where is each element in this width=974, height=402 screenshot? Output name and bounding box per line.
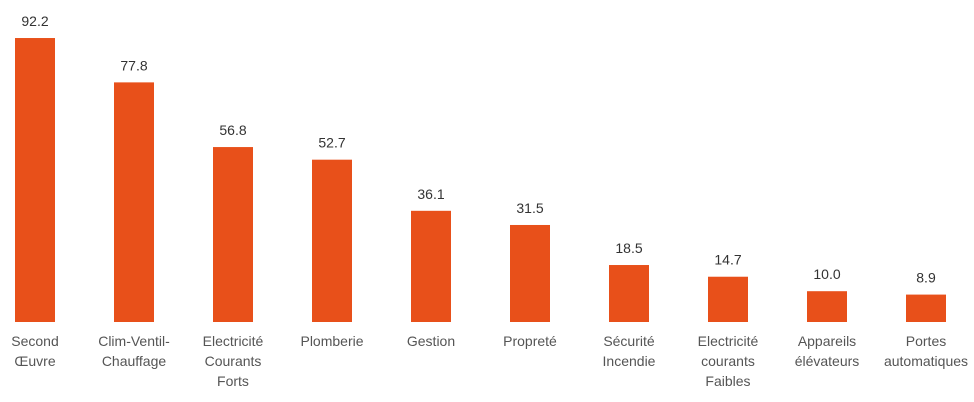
x-tick-label: Appareils élévateurs: [794, 333, 860, 369]
value-label: 8.9: [916, 270, 936, 286]
x-tick-label: Portes automatiques: [883, 333, 969, 369]
value-label: 31.5: [516, 200, 543, 216]
bar: [411, 210, 451, 322]
x-tick-label: Clim-Ventil-Chauffage: [98, 333, 170, 369]
bar: [510, 224, 550, 322]
x-tick-label: Gestion: [406, 333, 456, 349]
value-label: 56.8: [219, 122, 246, 138]
x-tick-label: Propreté: [503, 333, 557, 349]
x-tick-label: Electricité courants Faibles: [697, 333, 759, 389]
x-tick-label: Second Œuvre: [11, 333, 59, 369]
value-label: 10.0: [813, 266, 840, 282]
bar: [15, 38, 55, 323]
x-tick-label: Sécurité Incendie: [602, 333, 656, 369]
value-label: 77.8: [120, 57, 147, 73]
bar: [609, 265, 649, 322]
bar: [114, 82, 154, 322]
bar: [807, 291, 847, 322]
value-label: 92.2: [21, 13, 48, 29]
value-label: 18.5: [615, 240, 642, 256]
value-label: 52.7: [318, 135, 345, 151]
x-tick-label: Plomberie: [300, 333, 364, 349]
bar: [312, 159, 352, 322]
bar: [213, 147, 253, 322]
bar: [906, 294, 946, 322]
value-label: 36.1: [417, 186, 444, 202]
value-label: 14.7: [714, 252, 741, 268]
bar: [708, 276, 748, 322]
x-tick-label: Electricité Courants Forts: [202, 333, 264, 389]
